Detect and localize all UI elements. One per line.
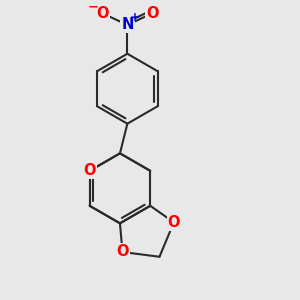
Text: O: O — [168, 215, 180, 230]
Text: O: O — [83, 163, 96, 178]
Text: O: O — [116, 244, 129, 260]
Text: +: + — [130, 11, 140, 24]
Text: O: O — [96, 6, 109, 21]
Text: −: − — [87, 1, 98, 14]
Text: N: N — [121, 17, 134, 32]
Text: O: O — [146, 6, 158, 21]
